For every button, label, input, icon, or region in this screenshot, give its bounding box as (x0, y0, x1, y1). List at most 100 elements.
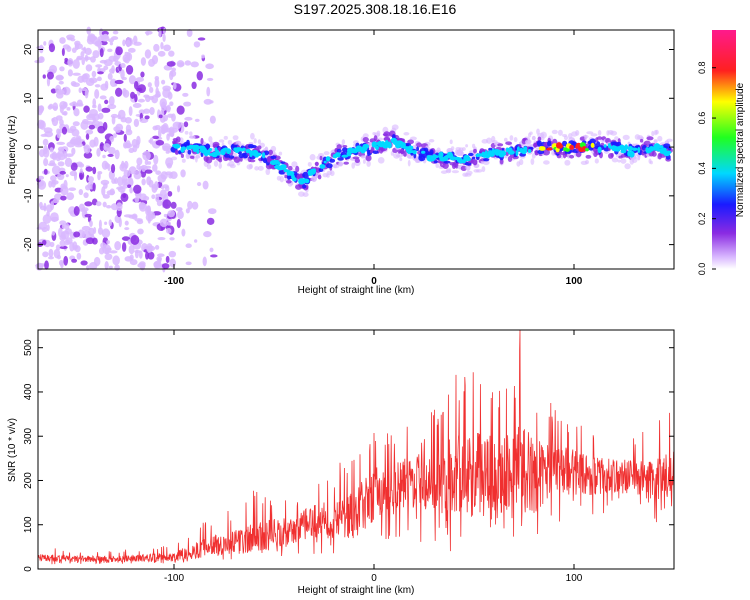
noise-blob (116, 202, 123, 212)
ridge-blob (564, 159, 571, 166)
colorbar-tick-label: 0.8 (697, 61, 707, 74)
noise-blob (127, 184, 132, 189)
noise-blob (78, 87, 82, 94)
noise-blob (65, 153, 74, 158)
snr-y-axis-label: SNR (10 * v/v) (7, 418, 18, 482)
ridge-blob (279, 175, 284, 183)
noise-blob (66, 106, 71, 111)
ridge-blob (536, 128, 540, 135)
noise-blob (155, 139, 165, 146)
noise-blob (107, 38, 115, 43)
noise-blob (197, 37, 206, 41)
noise-blob (203, 231, 212, 238)
noise-blob (128, 177, 134, 187)
noise-blob (128, 166, 137, 175)
x-tick-label: -100 (164, 276, 184, 287)
noise-blob (91, 70, 97, 78)
noise-blob (104, 260, 109, 270)
ridge-blob (319, 155, 323, 161)
ridge-blob (233, 156, 241, 163)
noise-blob (128, 75, 137, 85)
noise-blob (207, 208, 217, 215)
ridge-blob (195, 154, 201, 159)
colorbar-tick-label: 0.0 (697, 263, 707, 276)
noise-blob (169, 101, 174, 107)
ridge-blob (292, 177, 297, 182)
spectrogram-noise-region (34, 26, 218, 273)
noise-blob (86, 26, 92, 35)
noise-blob (191, 81, 197, 90)
snr-x-ticks: -100 0 100 (164, 330, 583, 584)
ridge-blob (239, 156, 243, 162)
ridge-blob (395, 154, 403, 158)
ridge-blob (488, 147, 493, 151)
ridge-blob (366, 160, 371, 167)
noise-blob (64, 157, 73, 167)
snr-x-axis-label: Height of straight line (km) (298, 585, 415, 596)
spectrogram-x-ticks: -100 0 100 (164, 30, 583, 287)
noise-blob (108, 265, 113, 269)
ridge-blob (307, 161, 312, 167)
noise-blob (137, 228, 144, 235)
noise-blob (144, 165, 152, 169)
ridge-blob (338, 161, 343, 167)
noise-blob (55, 152, 61, 162)
ridge-blob (590, 142, 595, 148)
noise-blob (196, 182, 202, 187)
noise-blob (56, 141, 66, 145)
noise-blob (103, 65, 109, 71)
y-tick-label: 300 (23, 427, 34, 444)
noise-blob (176, 105, 185, 115)
noise-blob (163, 44, 172, 52)
ridge-blob (223, 135, 228, 140)
noise-blob (169, 70, 174, 81)
ridge-blob (444, 154, 450, 160)
noise-blob (131, 138, 138, 148)
noise-blob (46, 204, 53, 213)
ridge-blob (429, 149, 434, 155)
noise-blob (92, 50, 100, 59)
noise-blob (71, 147, 76, 155)
noise-blob (106, 189, 116, 196)
noise-blob (134, 196, 140, 203)
noise-blob (40, 57, 44, 61)
noise-blob (206, 77, 214, 81)
noise-blob (193, 41, 201, 48)
noise-blob (97, 103, 102, 112)
ridge-blob (362, 137, 369, 143)
noise-blob (137, 98, 146, 103)
noise-blob (95, 64, 103, 68)
ridge-blob (333, 164, 340, 169)
y-tick-label: -10 (23, 188, 34, 203)
noise-blob (92, 182, 96, 192)
noise-blob (85, 133, 90, 140)
noise-blob (83, 192, 89, 199)
noise-blob (175, 207, 183, 212)
noise-blob (80, 51, 85, 58)
ridge-blob (329, 170, 335, 177)
ridge-blob (628, 150, 635, 158)
ridge-blob (360, 155, 366, 159)
noise-blob (154, 78, 160, 88)
noise-blob (76, 55, 83, 60)
noise-blob (151, 194, 156, 200)
noise-blob (183, 121, 189, 128)
noise-blob (182, 92, 189, 97)
colorbar: 0.0 0.2 0.4 0.6 0.8 Normalized spectral ampl… (697, 30, 746, 275)
ridge-blob (531, 153, 536, 159)
noise-blob (47, 105, 53, 110)
colorbar-tick-label: 0.6 (697, 112, 707, 125)
noise-blob (154, 76, 160, 81)
noise-blob (98, 247, 105, 255)
ridge-blob (531, 135, 536, 141)
noise-blob (71, 258, 78, 263)
noise-blob (172, 121, 182, 130)
x-tick-label: 0 (371, 573, 377, 584)
ridge-blob (528, 146, 534, 150)
ridge-blob (527, 149, 532, 153)
ridge-blob (646, 136, 654, 141)
noise-blob (42, 138, 49, 146)
noise-blob (71, 128, 80, 137)
ridge-blob (435, 163, 439, 168)
ridge-blob (261, 152, 266, 159)
